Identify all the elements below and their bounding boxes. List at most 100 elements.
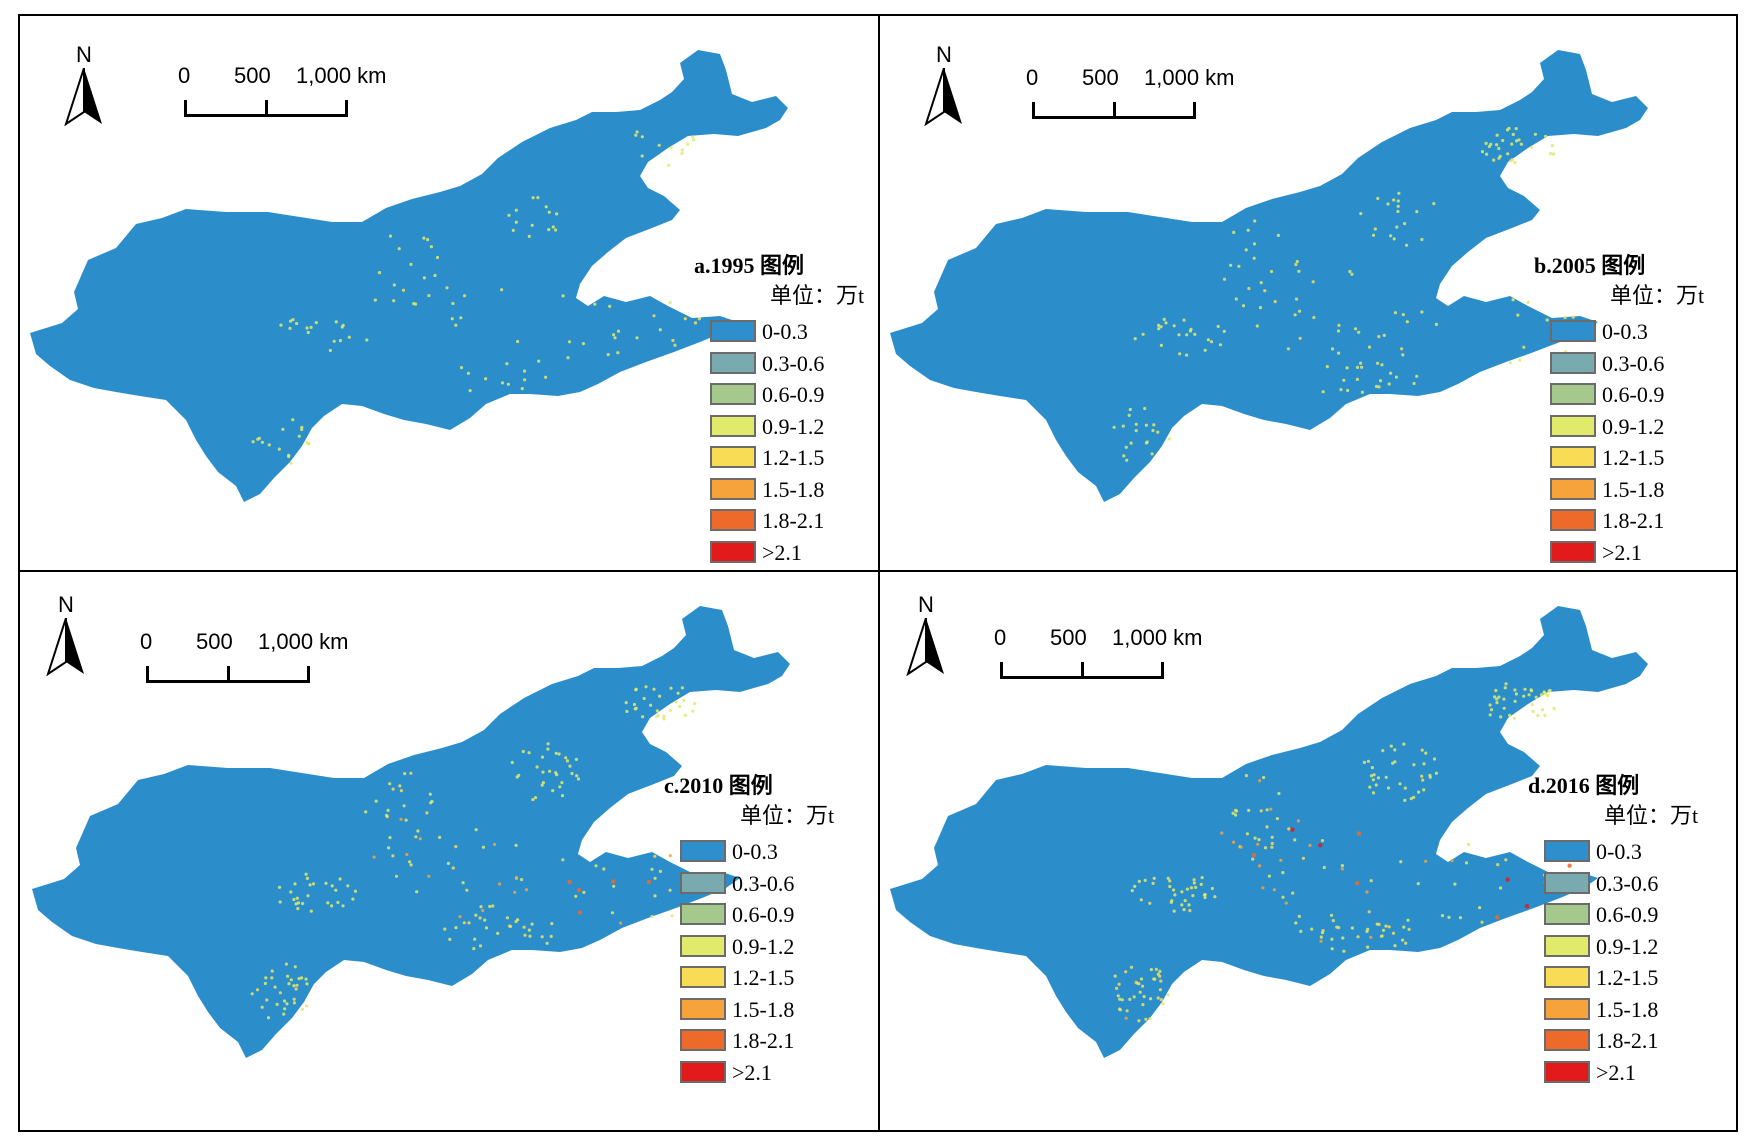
hotspot-cell — [391, 787, 395, 791]
hotspot-cell — [1547, 689, 1551, 693]
hotspot-cell — [1523, 687, 1527, 691]
legend-swatch — [1544, 997, 1590, 1020]
hotspot-cell — [1148, 901, 1152, 905]
hotspot-cell — [257, 436, 261, 440]
hotspot-cell — [593, 302, 597, 306]
hotspot-cell — [478, 916, 482, 920]
hotspot-cell — [425, 811, 429, 815]
hotspot-cell — [520, 878, 524, 882]
scale-tick — [1032, 102, 1035, 119]
hotspot-cell — [450, 317, 454, 321]
hotspot-cell — [668, 888, 672, 892]
hotspot-cell — [454, 926, 458, 930]
hotspot-cell — [1424, 751, 1428, 755]
hotspot-cell — [1359, 361, 1363, 365]
hotspot-cell — [691, 135, 695, 139]
hotspot-cell — [1222, 277, 1227, 281]
hotspot-cell — [625, 709, 629, 713]
hotspot-cell — [1504, 682, 1508, 686]
hotspot-cell — [1530, 145, 1534, 149]
hotspot-cell — [1139, 977, 1144, 981]
legend-label: 0.9-1.2 — [1602, 413, 1665, 439]
hotspot-cell — [1511, 298, 1515, 302]
hotspot-cell — [1420, 748, 1424, 752]
hotspot-cell — [608, 304, 612, 308]
hotspot-cell — [1284, 901, 1288, 905]
hotspot-cell — [555, 773, 559, 777]
hotspot-cell — [308, 883, 312, 887]
legend-swatch — [1544, 871, 1590, 894]
north-arrow-icon — [906, 618, 944, 676]
hotspot-cell — [633, 707, 637, 711]
hotspot-cell — [568, 764, 572, 768]
hotspot-cell — [351, 897, 355, 901]
legend-label: 1.2-1.5 — [762, 445, 825, 470]
hotspot-cell — [619, 921, 623, 925]
hotspot-cell — [662, 717, 666, 721]
legend-label: 1.8-2.1 — [1602, 508, 1665, 533]
hotspot-cell — [670, 914, 674, 918]
output-hotspots — [251, 130, 702, 465]
hotspot-cell — [491, 904, 495, 908]
hotspot-cell — [624, 701, 628, 705]
hotspot-cell — [680, 151, 684, 156]
legend-swatch — [1550, 509, 1596, 531]
hotspot-cell — [1342, 378, 1346, 382]
hotspot-cell — [1543, 713, 1547, 718]
scale-label-0: 0 — [140, 629, 153, 654]
legend-title: c.2010 图例 — [664, 773, 773, 798]
hotspot-cell — [401, 288, 406, 292]
hotspot-cell — [1258, 306, 1263, 310]
hotspot-cell — [1191, 894, 1195, 898]
hotspot-cell — [1189, 886, 1194, 890]
legend-label: >2.1 — [732, 1059, 772, 1085]
hotspot-cell — [1389, 234, 1393, 238]
hotspot-cell — [1331, 919, 1335, 923]
hotspot-cell — [1392, 198, 1396, 202]
legend-label: 1.5-1.8 — [1602, 476, 1665, 502]
hotspot-cell — [1377, 385, 1381, 389]
hotspot-cell — [1382, 333, 1386, 337]
hotspot-cell — [1389, 744, 1393, 748]
hotspot-cell — [1187, 903, 1191, 907]
hotspot-cell — [634, 687, 638, 691]
hotspot-cell — [1206, 338, 1210, 342]
hotspot-cell — [1296, 819, 1300, 823]
hotspot-cell — [1310, 927, 1314, 931]
scale-label-1000: 1,000 km — [296, 63, 387, 88]
hotspot-cell — [1237, 264, 1241, 268]
hotspot-cell — [1536, 714, 1540, 718]
hotspot-cell — [1513, 160, 1517, 165]
hotspot-cell — [1392, 237, 1396, 241]
hotspot-cell — [1530, 703, 1534, 707]
hotspot-cell — [1513, 688, 1517, 692]
hotspot-cell — [1182, 318, 1186, 322]
hotspot-cell — [446, 861, 450, 865]
hotspot-cell — [263, 981, 267, 986]
map-panel-1: N 0 500 1,000 km a.1995 图例 单位：万t 0-0.3 0.… — [20, 16, 878, 572]
hotspot-cell — [1247, 808, 1251, 812]
hotspot-cell — [1270, 835, 1274, 839]
hotspot-cell — [1515, 139, 1519, 143]
hotspot-cell — [415, 890, 419, 894]
hotspot-cell — [1381, 928, 1386, 932]
hotspot-cell — [1273, 300, 1277, 304]
hotspot-cell — [1412, 763, 1416, 767]
hotspot-cell — [1121, 424, 1125, 428]
hotspot-cell — [652, 314, 656, 318]
hotspot-cell — [1259, 281, 1263, 285]
hotspot-cell — [278, 885, 282, 889]
legend-swatch — [1550, 351, 1596, 374]
legend-swatch — [1544, 966, 1590, 988]
hotspot-cell — [289, 890, 293, 894]
hotspot-cell — [1517, 138, 1521, 142]
hotspot-cell — [1294, 297, 1299, 301]
hotspot-cell — [1393, 760, 1397, 764]
north-arrow: N — [62, 44, 106, 128]
legend-swatch — [1544, 1029, 1590, 1051]
legend-label: 0-0.3 — [762, 319, 808, 344]
hotspot-cell — [300, 976, 304, 980]
hotspot-cell — [409, 863, 413, 867]
hotspot-cell — [616, 351, 620, 355]
hotspot-cell — [540, 783, 544, 787]
